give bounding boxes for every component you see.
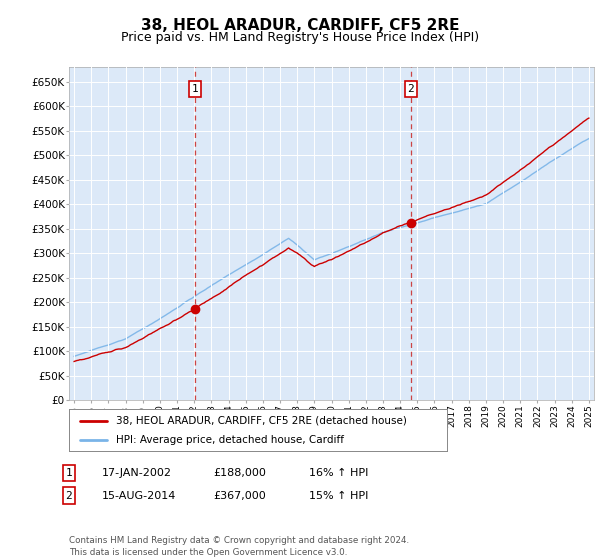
Text: 1: 1	[191, 84, 199, 94]
Text: £367,000: £367,000	[213, 491, 266, 501]
Text: 1: 1	[65, 468, 73, 478]
Text: £188,000: £188,000	[213, 468, 266, 478]
Text: 2: 2	[65, 491, 73, 501]
Text: Contains HM Land Registry data © Crown copyright and database right 2024.
This d: Contains HM Land Registry data © Crown c…	[69, 536, 409, 557]
Text: 15-AUG-2014: 15-AUG-2014	[102, 491, 176, 501]
Text: 16% ↑ HPI: 16% ↑ HPI	[309, 468, 368, 478]
Text: 38, HEOL ARADUR, CARDIFF, CF5 2RE (detached house): 38, HEOL ARADUR, CARDIFF, CF5 2RE (detac…	[116, 416, 407, 426]
Text: 17-JAN-2002: 17-JAN-2002	[102, 468, 172, 478]
Text: HPI: Average price, detached house, Cardiff: HPI: Average price, detached house, Card…	[116, 435, 344, 445]
Text: 2: 2	[407, 84, 414, 94]
Text: 15% ↑ HPI: 15% ↑ HPI	[309, 491, 368, 501]
Text: Price paid vs. HM Land Registry's House Price Index (HPI): Price paid vs. HM Land Registry's House …	[121, 31, 479, 44]
Text: 38, HEOL ARADUR, CARDIFF, CF5 2RE: 38, HEOL ARADUR, CARDIFF, CF5 2RE	[141, 18, 459, 33]
